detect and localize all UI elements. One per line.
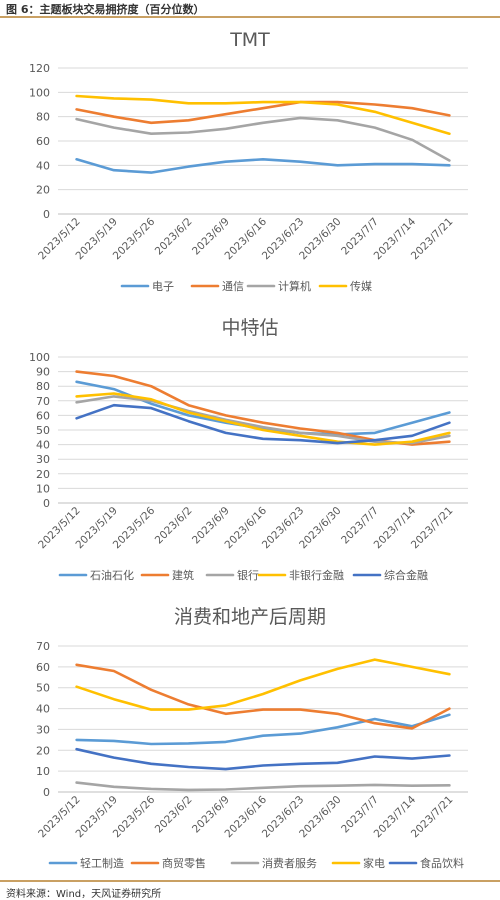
legend-label: 轻工制造	[80, 856, 124, 870]
series-line-综合金融	[75, 403, 451, 445]
y-tick-label: 50	[36, 682, 50, 695]
legend-label: 消费者服务	[262, 856, 317, 870]
series-line-非银行金融	[75, 392, 451, 446]
y-tick-label: 30	[36, 453, 50, 466]
legend-label: 电子	[152, 280, 174, 293]
chart-title: TMT	[229, 29, 270, 51]
y-tick-label: 80	[36, 380, 50, 393]
legend-label: 食品饮料	[420, 856, 464, 870]
series-line-商贸零售	[75, 663, 451, 730]
y-tick-label: 40	[36, 703, 50, 716]
legend-label: 石油石化	[90, 568, 134, 582]
y-tick-label: 0	[43, 786, 50, 799]
y-tick-label: 60	[36, 409, 50, 422]
series-line-建筑	[75, 370, 451, 446]
y-tick-label: 20	[36, 184, 50, 197]
series-line-消费者服务	[75, 781, 451, 792]
series-line-传媒	[75, 94, 451, 135]
y-tick-label: 80	[36, 111, 50, 124]
x-tick-label: 2023/6/2	[153, 794, 195, 836]
figure-footer: 资料来源：Wind，天风证券研究所	[0, 880, 500, 900]
y-tick-label: 0	[43, 208, 50, 221]
legend-label: 建筑	[172, 568, 194, 582]
y-tick-label: 20	[36, 744, 50, 757]
y-tick-label: 20	[36, 468, 50, 481]
chart-title: 消费和地产后周期	[174, 606, 326, 628]
y-tick-label: 10	[36, 765, 50, 778]
y-tick-label: 100	[29, 351, 50, 364]
y-tick-label: 120	[29, 62, 50, 75]
series-line-食品饮料	[75, 747, 451, 771]
zhongteguo-chart: 中特估01020304050607080901002023/5/122023/5…	[29, 317, 468, 582]
y-tick-label: 60	[36, 661, 50, 674]
series-line-通信	[75, 100, 451, 125]
legend-label: 非银行金融	[289, 568, 344, 582]
y-tick-label: 30	[36, 723, 50, 736]
legend-label: 商贸零售	[162, 856, 206, 870]
legend-label: 通信	[222, 280, 244, 293]
figure-header: 图 6：主题板块交易拥挤度（百分位数）	[0, 0, 500, 18]
x-tick-label: 2023/6/2	[153, 216, 195, 258]
y-tick-label: 40	[36, 439, 50, 452]
y-tick-label: 70	[36, 640, 50, 653]
y-tick-label: 90	[36, 366, 50, 379]
series-line-轻工制造	[75, 713, 451, 746]
tmt-chart: TMT0204060801001202023/5/122023/5/192023…	[29, 29, 468, 293]
x-tick-label: 2023/6/2	[153, 505, 195, 547]
y-tick-label: 10	[36, 482, 50, 495]
figure-title: 图 6：主题板块交易拥挤度（百分位数）	[6, 3, 205, 16]
consumption-property-chart: 消费和地产后周期0102030405060702023/5/122023/5/1…	[36, 606, 468, 870]
y-tick-label: 100	[29, 86, 50, 99]
legend-label: 家电	[363, 856, 385, 870]
legend-label: 计算机	[278, 279, 311, 293]
chart-title: 中特估	[221, 317, 278, 339]
source-note: 资料来源：Wind，天风证券研究所	[6, 889, 162, 900]
y-tick-label: 70	[36, 395, 50, 408]
series-line-计算机	[75, 116, 451, 162]
series-line-电子	[75, 158, 451, 174]
legend-label: 传媒	[350, 280, 372, 293]
series-line-银行	[75, 395, 451, 445]
y-tick-label: 0	[43, 497, 50, 510]
series-line-家电	[75, 658, 451, 711]
legend-label: 银行	[237, 568, 259, 582]
y-tick-label: 40	[36, 159, 50, 172]
legend-label: 综合金融	[384, 568, 428, 582]
y-tick-label: 60	[36, 135, 50, 148]
y-tick-label: 50	[36, 424, 50, 437]
